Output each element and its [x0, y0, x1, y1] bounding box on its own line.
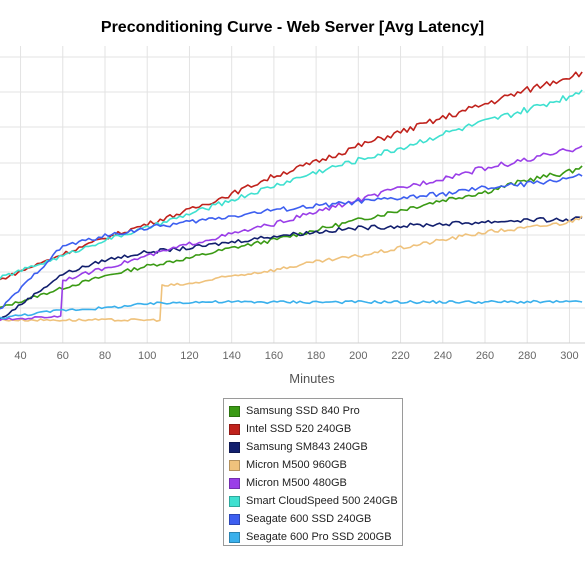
- x-tick-label: 140: [222, 350, 240, 362]
- legend-item: Samsung SM843 240GB: [229, 438, 402, 456]
- x-tick-label: 120: [180, 350, 198, 362]
- x-tick-label: 180: [307, 350, 325, 362]
- legend-swatch: [229, 495, 240, 507]
- legend-item: Micron M500 480GB: [229, 474, 402, 492]
- legend-label: Seagate 600 Pro SSD 200GB: [246, 531, 392, 543]
- legend-swatch: [229, 459, 240, 471]
- legend-swatch: [229, 531, 240, 543]
- legend-label: Samsung SM843 240GB: [246, 441, 368, 453]
- series-line-2: [0, 216, 583, 321]
- legend-item: Intel SSD 520 240GB: [229, 420, 402, 438]
- series-line-6: [0, 173, 583, 310]
- legend-label: Micron M500 960GB: [246, 459, 347, 471]
- x-tick-labels: 40 60 80 100 120 140 160 180 200 220 240 260 280 300: [14, 350, 578, 362]
- legend-label: Smart CloudSpeed 500 240GB: [246, 495, 398, 507]
- legend-label: Seagate 600 SSD 240GB: [246, 513, 372, 525]
- legend-label: Intel SSD 520 240GB: [246, 423, 352, 435]
- series-lines: [0, 71, 583, 323]
- x-tick-label: 260: [476, 350, 494, 362]
- legend-swatch: [229, 405, 240, 417]
- series-line-4: [0, 145, 583, 322]
- legend-swatch: [229, 441, 240, 453]
- series-line-3: [0, 215, 583, 323]
- x-tick-label: 200: [349, 350, 367, 362]
- legend: Samsung SSD 840 Pro Intel SSD 520 240GB Sa…: [223, 398, 403, 546]
- series-line-5: [0, 89, 583, 280]
- chart-title: Preconditioning Curve - Web Server [Avg …: [100, 19, 485, 36]
- legend-label: Micron M500 480GB: [246, 477, 347, 489]
- legend-swatch: [229, 477, 240, 489]
- legend-label: Samsung SSD 840 Pro: [246, 405, 360, 417]
- x-tick-label: 100: [138, 350, 156, 362]
- x-tick-label: 80: [99, 350, 111, 362]
- legend-item: Micron M500 960GB: [229, 456, 402, 474]
- legend-item: Seagate 600 SSD 240GB: [229, 510, 402, 528]
- legend-item: Samsung SSD 840 Pro: [229, 402, 402, 420]
- x-tick-label: 60: [57, 350, 69, 362]
- x-tick-label: 220: [391, 350, 409, 362]
- x-tick-label: 280: [518, 350, 536, 362]
- grid-lines: [0, 46, 585, 344]
- series-line-0: [0, 165, 583, 309]
- legend-swatch: [229, 513, 240, 525]
- x-axis-title: Minutes: [289, 371, 335, 386]
- series-line-7: [0, 299, 583, 320]
- x-tick-label: 40: [14, 350, 26, 362]
- x-tick-label: 160: [265, 350, 283, 362]
- legend-item: Seagate 600 Pro SSD 200GB: [229, 528, 402, 546]
- legend-swatch: [229, 423, 240, 435]
- x-tick-label: 240: [434, 350, 452, 362]
- legend-item: Smart CloudSpeed 500 240GB: [229, 492, 402, 510]
- series-line-1: [0, 71, 583, 281]
- x-tick-label: 300: [560, 350, 578, 362]
